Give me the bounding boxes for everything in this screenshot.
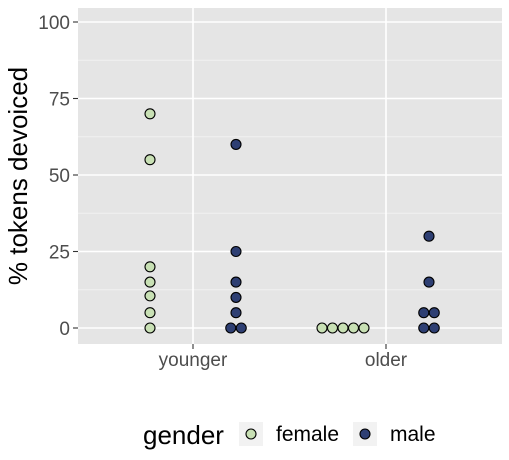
y-tick-label: 0: [59, 319, 70, 340]
x-tick-label: younger: [159, 350, 228, 371]
legend-label-male: male: [390, 423, 436, 446]
data-point-female: [144, 307, 156, 319]
data-point-female: [144, 276, 156, 288]
data-point-male: [423, 276, 435, 288]
y-axis-title: % tokens devoiced: [3, 67, 33, 285]
data-point-female: [326, 322, 339, 334]
data-point-male: [423, 230, 435, 242]
legend-key-female: [245, 428, 257, 440]
data-point-female: [144, 108, 156, 120]
legend-label-female: female: [276, 423, 339, 446]
axes: 0 25 50 75 100 younger older: [38, 13, 408, 371]
panel-background: [78, 8, 502, 344]
data-point-male: [235, 322, 247, 334]
data-point-female: [358, 322, 370, 334]
data-point-female: [144, 154, 156, 166]
data-point-male: [428, 322, 440, 334]
data-point-female: [144, 322, 156, 334]
data-point-female: [337, 322, 349, 334]
x-tick-label: older: [365, 350, 408, 371]
data-point-male: [418, 307, 430, 319]
data-point-male: [230, 291, 242, 303]
legend-items: female male: [239, 422, 436, 446]
data-point-male: [428, 307, 440, 319]
y-tick-label: 75: [49, 90, 70, 111]
data-point-female: [144, 261, 156, 273]
legend: gender female male: [143, 420, 436, 450]
data-point-male: [230, 276, 242, 288]
data-point-male: [230, 245, 242, 258]
data-point-female: [316, 322, 328, 334]
y-tick-label: 100: [38, 13, 70, 34]
data-point-male: [225, 322, 237, 334]
legend-key-male: [359, 428, 371, 440]
data-point-male: [230, 307, 242, 319]
y-tick-label: 50: [49, 166, 70, 187]
data-point-male: [418, 322, 430, 334]
y-tick-label: 25: [49, 243, 70, 264]
data-points: [144, 108, 440, 334]
data-point-male: [230, 138, 242, 150]
data-point-female: [144, 290, 156, 302]
data-point-female: [347, 322, 360, 334]
legend-title: gender: [143, 420, 224, 450]
